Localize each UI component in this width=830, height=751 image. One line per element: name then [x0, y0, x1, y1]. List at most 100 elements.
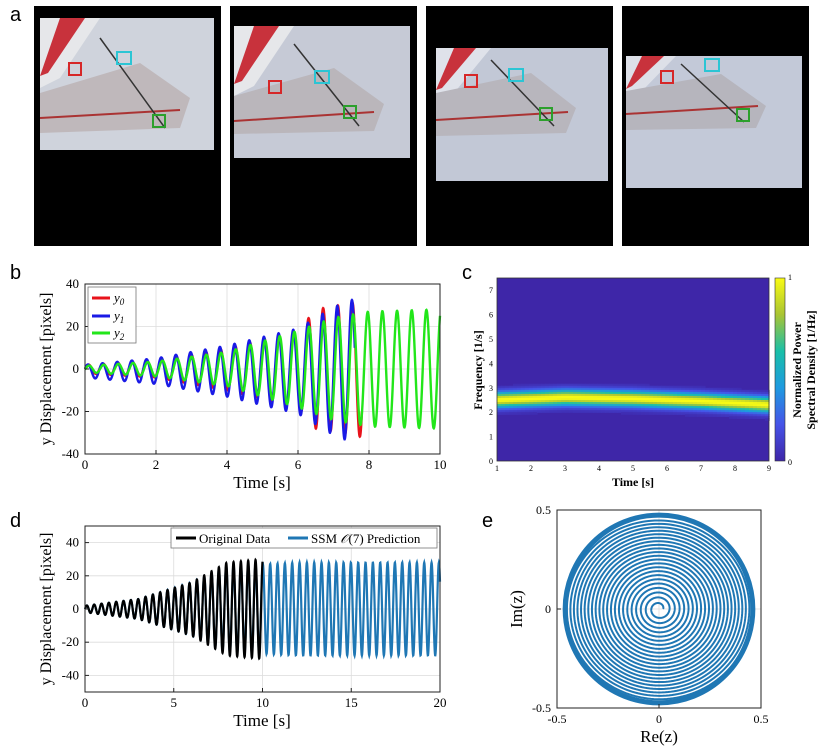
- heatmap-cell: [725, 397, 730, 401]
- heatmap-cell: [529, 412, 534, 415]
- heatmap-cell: [689, 393, 694, 397]
- chart-c-colorbar-tick-top: 1: [788, 273, 792, 282]
- heatmap-cell: [497, 395, 502, 399]
- heatmap-cell: [617, 391, 622, 395]
- heatmap-cell: [593, 389, 598, 393]
- heatmap-cell: [641, 406, 646, 409]
- heatmap-cell: [737, 389, 742, 393]
- heatmap-cell: [717, 400, 722, 403]
- heatmap-cell: [761, 395, 766, 399]
- heatmap-cell: [729, 400, 734, 403]
- heatmap-cell: [721, 412, 726, 415]
- heatmap-cell: [701, 387, 706, 391]
- series-line-y2: [84, 308, 442, 431]
- legend-label-ssm-post: (7) Prediction: [348, 531, 420, 546]
- x-tick-label: 15: [345, 695, 358, 710]
- heatmap-cell: [653, 412, 658, 415]
- heatmap-cell: [665, 397, 670, 401]
- heatmap-cell: [693, 404, 698, 407]
- heatmap-cell: [569, 391, 574, 395]
- heatmap-cell: [725, 393, 730, 397]
- heatmap-cell: [601, 404, 606, 407]
- legend-label-y0: y0: [112, 290, 125, 307]
- heatmap-cell: [649, 387, 654, 391]
- heatmap-cell: [557, 389, 562, 393]
- heatmap-cell: [745, 391, 750, 395]
- chart-b-series: [83, 298, 442, 441]
- heatmap-cell: [553, 387, 558, 391]
- heatmap-cell: [765, 416, 770, 419]
- heatmap-cell: [569, 400, 574, 403]
- heatmap-cell: [577, 400, 582, 403]
- heatmap-cell: [641, 391, 646, 395]
- heatmap-cell: [549, 391, 554, 395]
- heatmap-cell: [613, 387, 618, 391]
- heatmap-cell: [561, 406, 566, 409]
- heatmap-cell: [713, 387, 718, 391]
- heatmap-cell: [549, 397, 554, 401]
- heatmap-cell: [665, 387, 670, 391]
- heatmap-cell: [765, 389, 770, 393]
- heatmap-cell: [565, 395, 570, 399]
- heatmap-cell: [509, 400, 514, 403]
- chart-e-ylabel: Im(z): [507, 590, 526, 628]
- heatmap-cell: [533, 402, 538, 405]
- heatmap-cell: [717, 389, 722, 393]
- heatmap-cell: [617, 408, 622, 411]
- heatmap-cell: [665, 406, 670, 409]
- heatmap-cell: [693, 389, 698, 393]
- heatmap-cell: [577, 402, 582, 405]
- heatmap-cell: [585, 387, 590, 391]
- heatmap-cell: [741, 395, 746, 399]
- tracked-box-red: [660, 70, 674, 84]
- heatmap-cell: [713, 393, 718, 397]
- heatmap-cell: [721, 391, 726, 395]
- chart-c-ylabel: Frequency [1/s]: [471, 330, 485, 409]
- heatmap-cell: [613, 389, 618, 393]
- heatmap-cell: [573, 383, 578, 387]
- heatmap-cell: [681, 402, 686, 405]
- heatmap-cell: [705, 391, 710, 395]
- heatmap-cell: [593, 404, 598, 407]
- heatmap-cell: [577, 406, 582, 409]
- heatmap-cell: [609, 387, 614, 391]
- heatmap-cell: [673, 391, 678, 395]
- tracked-box-green: [343, 105, 357, 119]
- legend-sub-y0: 0: [120, 297, 125, 307]
- heatmap-cell: [745, 406, 750, 409]
- heatmap-cell: [541, 404, 546, 407]
- heatmap-cell: [605, 393, 610, 397]
- heatmap-cell: [725, 408, 730, 411]
- heatmap-cell: [665, 391, 670, 395]
- heatmap-cell: [581, 410, 586, 413]
- heatmap-cell: [745, 395, 750, 399]
- heatmap-cell: [553, 395, 558, 399]
- heatmap-cell: [589, 402, 594, 405]
- heatmap-cell: [641, 400, 646, 403]
- heatmap-cell: [525, 387, 530, 391]
- heatmap-cell: [509, 393, 514, 397]
- heatmap-cell: [541, 385, 546, 389]
- heatmap-cell: [573, 389, 578, 393]
- heatmap-cell: [601, 385, 606, 389]
- heatmap-cell: [525, 393, 530, 397]
- heatmap-cell: [521, 404, 526, 407]
- heatmap-cell: [757, 406, 762, 409]
- heatmap-cell: [505, 393, 510, 397]
- heatmap-cell: [513, 404, 518, 407]
- heatmap-cell: [613, 383, 618, 387]
- heatmap-cell: [581, 408, 586, 411]
- heatmap-cell: [745, 393, 750, 397]
- heatmap-cell: [601, 406, 606, 409]
- chart-d-grid: [84, 526, 441, 692]
- heatmap-cell: [681, 400, 686, 403]
- heatmap-cell: [749, 402, 754, 405]
- heatmap-cell: [701, 406, 706, 409]
- heatmap-cell: [593, 397, 598, 401]
- heatmap-cell: [605, 395, 610, 399]
- heatmap-cell: [525, 391, 530, 395]
- heatmap-cell: [725, 412, 730, 415]
- chart-b-yticks: 40 20 0 -20 -40: [62, 276, 89, 461]
- heatmap-cell: [569, 383, 574, 387]
- heatmap-cell: [521, 395, 526, 399]
